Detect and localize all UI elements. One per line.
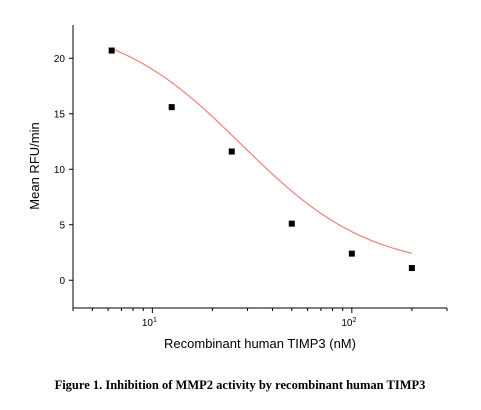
x-tick-label: 101 bbox=[142, 317, 157, 329]
x-axis-label: Recombinant human TIMP3 (nM) bbox=[164, 336, 356, 351]
x-ticks: 101 102 bbox=[72, 308, 448, 329]
x-tick-label: 102 bbox=[341, 317, 356, 329]
fit-curve bbox=[111, 48, 413, 254]
data-point-3 bbox=[288, 220, 295, 227]
data-point-2 bbox=[228, 148, 235, 155]
data-point-4 bbox=[348, 250, 355, 257]
plot-area: 0 5 10 15 20 101 102 bbox=[54, 25, 448, 329]
y-tick-label: 0 bbox=[59, 276, 65, 287]
data-point-5 bbox=[408, 265, 415, 272]
y-tick-label: 10 bbox=[54, 165, 66, 176]
y-axis-label: Mean RFU/min bbox=[27, 122, 42, 209]
data-point-1 bbox=[168, 104, 175, 111]
data-point-0 bbox=[108, 47, 115, 54]
y-tick-label: 15 bbox=[54, 109, 66, 120]
y-tick-label: 20 bbox=[54, 54, 66, 65]
data-points bbox=[108, 47, 415, 272]
figure-caption: Figure 1. Inhibition of MMP2 activity by… bbox=[55, 378, 426, 392]
y-ticks: 0 5 10 15 20 bbox=[54, 54, 73, 287]
y-tick-label: 5 bbox=[59, 220, 65, 231]
